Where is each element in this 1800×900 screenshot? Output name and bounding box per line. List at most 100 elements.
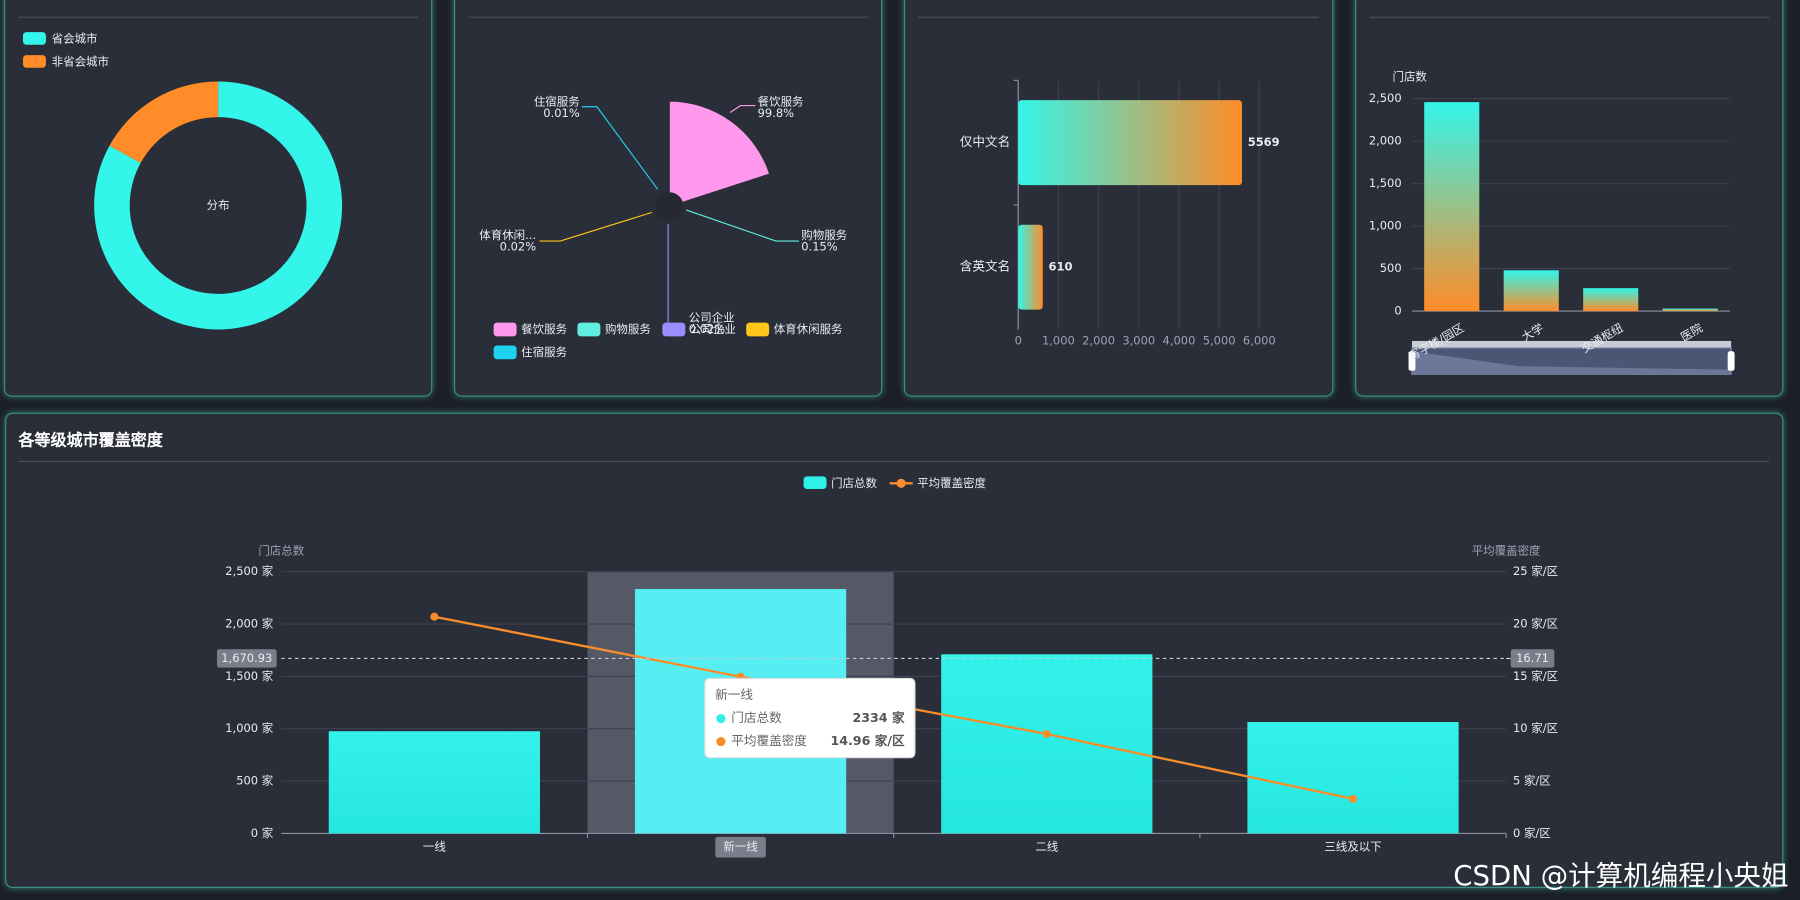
x-tick-label: 5,000: [1203, 333, 1236, 347]
y2-tick-label: 15 家/区: [1513, 669, 1558, 683]
x-tick-label: 0: [1015, 333, 1022, 347]
bar: [1424, 102, 1480, 312]
slice-value: 0.02%: [500, 239, 537, 253]
slice-label: 公司企业: [689, 310, 735, 324]
average-label-box: [1510, 649, 1555, 668]
legend-swatch: [577, 322, 601, 337]
legend-label: 餐饮服务: [521, 322, 567, 336]
slice-label: 餐饮服务: [758, 95, 804, 109]
leader-line: [582, 106, 659, 190]
slice-value: 99.8%: [758, 106, 795, 120]
legend-swatch: [662, 322, 686, 337]
legend-label: 门店总数: [831, 476, 877, 490]
y-axis-label: 门店数: [1392, 69, 1427, 83]
y-tick-label: 2,000: [1369, 134, 1402, 148]
tooltip-value: 14.96 家/区: [830, 733, 904, 748]
x-tick-label: 三线及以下: [1324, 840, 1381, 854]
legend-label: 平均覆盖密度: [917, 476, 986, 490]
leader-line: [729, 105, 756, 113]
tooltip-box: [704, 677, 916, 759]
zoom-handle[interactable]: [1727, 351, 1735, 371]
legend-label: 体育休闲服务: [774, 322, 843, 336]
tooltip-series: 平均覆盖密度: [731, 733, 807, 748]
legend-swatch: [22, 32, 46, 45]
category-label: 仅中文名: [960, 134, 1010, 149]
legend-swatch: [803, 476, 827, 490]
bar: [1503, 270, 1559, 312]
panel: [904, 0, 1334, 397]
y-tick-label: 0: [1394, 304, 1401, 318]
slice-value: 0.02%: [689, 322, 726, 336]
line-point: [430, 612, 439, 621]
y-tick-label: 1,000 家: [225, 721, 273, 735]
bar: [1583, 288, 1639, 312]
y-tick-label: 1,000: [1369, 219, 1402, 233]
x-tick-label: 一线: [423, 840, 446, 854]
legend-swatch: [493, 345, 517, 360]
value-label: 5569: [1248, 135, 1280, 149]
x-tick-label: 二线: [1035, 840, 1058, 854]
bar: [1018, 224, 1043, 310]
x-tick-label: 1,000: [1042, 333, 1075, 347]
x-tick-label: 4,000: [1163, 333, 1196, 347]
legend-swatch: [746, 322, 770, 337]
y2-tick-label: 25 家/区: [1513, 564, 1558, 578]
y2-tick-label: 20 家/区: [1513, 617, 1558, 631]
y-tick-label: 2,000 家: [225, 617, 273, 631]
legend-label: 非省会城市: [52, 54, 109, 68]
average-label-box: [216, 649, 277, 668]
y2-tick-label: 0 家/区: [1513, 826, 1551, 840]
data-zoom[interactable]: [1408, 340, 1735, 375]
x-tick-label: 3,000: [1122, 333, 1155, 347]
y-tick-label: 1,500: [1369, 176, 1402, 190]
tooltip-series: 门店总数: [731, 710, 782, 725]
chart-title: 各等级城市覆盖密度: [17, 430, 164, 449]
zoom-handle[interactable]: [1408, 351, 1416, 371]
slice-value: 0.15%: [801, 239, 838, 253]
y2-axis-label: 平均覆盖密度: [1472, 544, 1541, 558]
bar: [941, 654, 1153, 834]
tooltip-value: 2334 家: [852, 710, 904, 725]
rose-hole: [655, 192, 684, 221]
legend-label: 省会城市: [52, 32, 98, 46]
zoom-preview: [1411, 351, 1732, 375]
y-tick-label: 2,500 家: [225, 564, 273, 578]
bar: [1662, 308, 1718, 312]
center-label: 分布: [207, 198, 230, 212]
average-label-y2: 16.71: [1516, 651, 1549, 665]
y-tick-label: 1,500 家: [225, 669, 273, 683]
y-tick-label: 500: [1380, 261, 1402, 275]
leader-line: [686, 209, 799, 242]
line-point: [1348, 794, 1358, 803]
legend-dot: [896, 478, 906, 488]
legend-label: 公司企业: [690, 322, 736, 336]
x-tick-label: 6,000: [1243, 333, 1276, 347]
x-tick-label: 新一线: [723, 840, 758, 854]
y-axis-label: 门店总数: [258, 544, 304, 558]
tooltip-dot: [716, 736, 726, 747]
bar: [1247, 722, 1459, 834]
y-tick-label: 0 家: [251, 826, 274, 840]
legend-swatch: [493, 322, 517, 337]
x-label-highlight: [715, 836, 766, 858]
value-label: 610: [1048, 260, 1072, 274]
legend-label: 住宿服务: [521, 345, 567, 359]
donut-slice: [109, 81, 219, 163]
y-tick-label: 500 家: [236, 774, 274, 788]
tooltip-title: 新一线: [715, 687, 753, 702]
slice-label: 住宿服务: [534, 95, 580, 109]
leader-line: [539, 211, 653, 242]
x-tick-label: 2,000: [1082, 333, 1115, 347]
y2-tick-label: 10 家/区: [1513, 721, 1558, 735]
bar: [1018, 100, 1242, 186]
slice-value: 0.01%: [543, 106, 580, 120]
line-point: [1042, 729, 1051, 738]
category-label: 含英文名: [960, 259, 1010, 274]
legend-label: 购物服务: [605, 322, 651, 336]
slice-label: 体育休闲...: [479, 228, 536, 242]
zoom-track: [1411, 340, 1732, 348]
slice-label: 购物服务: [801, 228, 847, 242]
